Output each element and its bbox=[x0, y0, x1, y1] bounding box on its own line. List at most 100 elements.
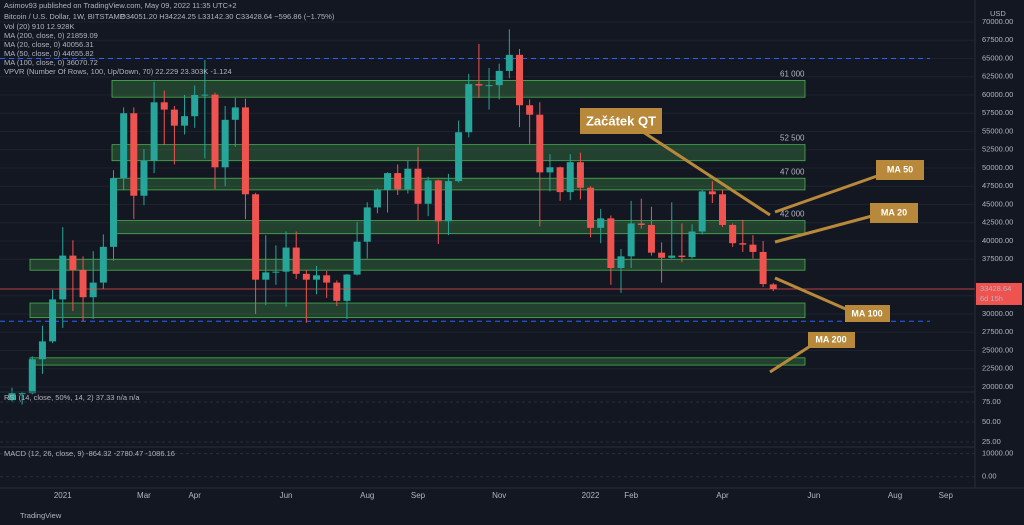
candle-body bbox=[698, 191, 706, 232]
candle-body bbox=[729, 224, 737, 244]
candle-body bbox=[617, 256, 625, 269]
candle-body bbox=[333, 282, 341, 301]
candle-body bbox=[546, 167, 554, 173]
indicator: VPVR (Number Of Rows, 100, Up/Down, 70) … bbox=[4, 67, 232, 76]
plot-area bbox=[0, 21, 975, 478]
candle-body bbox=[282, 247, 290, 272]
candle-body bbox=[373, 189, 381, 208]
candle-body bbox=[99, 246, 107, 283]
y-tick-label: 55000.00 bbox=[982, 126, 1013, 135]
y-tick-label: 20000.00 bbox=[982, 382, 1013, 391]
price-label: 33428.64 bbox=[980, 284, 1011, 293]
candle-body bbox=[769, 284, 777, 289]
candle-body bbox=[414, 168, 422, 204]
indicator: MA (100, close, 0) 36070.72 bbox=[4, 58, 98, 67]
candle-body bbox=[759, 251, 767, 285]
annotation: Začátek QT bbox=[586, 113, 656, 128]
candle-body bbox=[526, 105, 534, 115]
candle-body bbox=[191, 95, 199, 117]
macd-title: MACD (12, 26, close, 9) -864.32 -2780.47… bbox=[4, 449, 175, 458]
x-tick-label: Jun bbox=[280, 491, 293, 500]
candle-body bbox=[384, 173, 392, 190]
candle-body bbox=[627, 223, 635, 257]
y-tick-label: 40000.00 bbox=[982, 236, 1013, 245]
candle-body bbox=[647, 224, 655, 253]
candle-body bbox=[556, 167, 564, 193]
candle-body bbox=[394, 173, 402, 190]
zone-label: 52 500 bbox=[780, 134, 805, 143]
x-tick-label: Aug bbox=[360, 491, 374, 500]
ohlc-text: O34051.20 H34224.25 L33142.30 C33428.64 … bbox=[120, 12, 335, 21]
candle-body bbox=[120, 113, 128, 179]
candle-body bbox=[576, 162, 584, 188]
y-tick-label: 25000.00 bbox=[982, 345, 1013, 354]
candle-body bbox=[719, 194, 726, 225]
candle-body bbox=[231, 107, 239, 120]
candle-body bbox=[221, 119, 229, 168]
candle-body bbox=[170, 109, 178, 126]
candle-body bbox=[363, 207, 371, 242]
x-tick-label: Sep bbox=[939, 491, 954, 500]
zone-label: 61 000 bbox=[780, 70, 805, 79]
y-tick-label: 37500.00 bbox=[982, 254, 1013, 263]
countdown: 6d 15h bbox=[980, 294, 1003, 303]
candle-body bbox=[708, 191, 716, 195]
y-tick-label: 27500.00 bbox=[982, 327, 1013, 336]
y-tick-label: 67500.00 bbox=[982, 35, 1013, 44]
footer: TradingView bbox=[20, 511, 62, 520]
x-tick-label: Apr bbox=[188, 491, 201, 500]
arrow bbox=[769, 343, 813, 374]
annotation-box bbox=[808, 332, 855, 348]
candle-body bbox=[18, 393, 26, 395]
candle-body bbox=[465, 84, 473, 133]
y-tick-label: 30000.00 bbox=[982, 309, 1013, 318]
candle-body bbox=[688, 231, 696, 258]
candle-body bbox=[150, 102, 158, 161]
price-tag bbox=[976, 282, 1022, 305]
x-tick-label: Feb bbox=[624, 491, 638, 500]
candle-body bbox=[475, 84, 483, 86]
candle-body bbox=[424, 180, 432, 204]
indicator: MA (200, close, 0) 21859.09 bbox=[4, 31, 98, 40]
candle-body bbox=[444, 181, 452, 222]
candle-body bbox=[597, 218, 605, 228]
annotation-box bbox=[876, 160, 924, 180]
candle-body bbox=[28, 359, 36, 394]
candle-body bbox=[49, 299, 57, 342]
annotation: MA 100 bbox=[851, 308, 882, 318]
candle-body bbox=[211, 94, 219, 168]
annotation: MA 20 bbox=[881, 207, 907, 217]
candle-body bbox=[241, 107, 249, 195]
y-tick-label: 0.00 bbox=[982, 472, 997, 481]
rsi-title: RSI (14, close, 50%, 14, 2) 37.33 n/a n/… bbox=[4, 393, 140, 402]
candle-body bbox=[272, 271, 280, 273]
candle-body bbox=[587, 187, 595, 228]
candle-body bbox=[495, 70, 503, 86]
y-tick-label: 10000.00 bbox=[982, 449, 1013, 458]
arrow bbox=[639, 128, 771, 217]
zone-label: 47 000 bbox=[780, 167, 805, 176]
x-tick-label: 2021 bbox=[54, 491, 72, 500]
annotation-box bbox=[870, 203, 918, 223]
candle-body bbox=[59, 255, 67, 300]
candle-body bbox=[302, 273, 310, 280]
published: Asimov93 published on TradingView.com, M… bbox=[4, 1, 237, 10]
candle-body bbox=[536, 114, 544, 173]
y-tick-label: 50000.00 bbox=[982, 163, 1013, 172]
y-tick-label: 22500.00 bbox=[982, 364, 1013, 373]
annotation-box bbox=[845, 305, 890, 322]
arrow bbox=[774, 173, 881, 214]
x-tick-label: Jun bbox=[807, 491, 820, 500]
candle-body bbox=[485, 85, 493, 87]
candle-body bbox=[38, 341, 46, 360]
candle-body bbox=[516, 54, 523, 106]
y-tick-label: 62500.00 bbox=[982, 72, 1013, 81]
candle-body bbox=[201, 94, 209, 96]
y-tick-label: 57500.00 bbox=[982, 108, 1013, 117]
candle-body bbox=[505, 54, 513, 71]
candle-body bbox=[89, 282, 97, 298]
candle-body bbox=[130, 113, 138, 196]
y-tick-label: 70000.00 bbox=[982, 17, 1013, 26]
x-tick-label: Apr bbox=[716, 491, 729, 500]
candle-body bbox=[658, 252, 666, 258]
